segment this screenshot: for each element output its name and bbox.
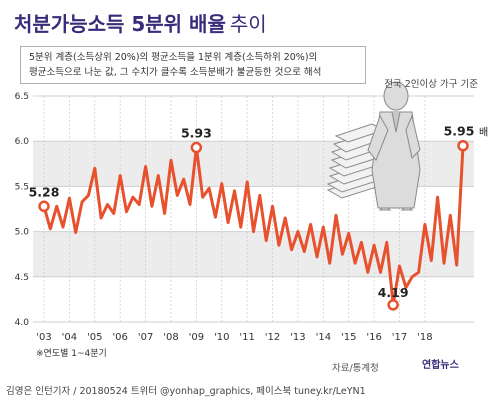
data-point-marker [38,200,50,213]
x-tick-label: '11 [239,332,254,343]
y-tick-label: 5.5 [15,182,29,192]
source-note: 자료/통계청 [332,363,379,374]
x-tick-label: '08 [163,332,178,343]
x-tick-label: '13 [290,332,305,343]
data-label-unit: 배 [479,127,488,139]
x-tick-label: '15 [341,332,356,343]
data-point-marker [457,139,469,152]
x-tick-label: '18 [417,332,432,343]
data-label: 4.19 [378,285,409,300]
data-label: 5.28 [29,184,60,199]
data-point-marker [190,141,203,154]
x-tick-label: '09 [189,332,204,343]
y-tick-label: 6.5 [15,92,29,102]
y-tick-label: 5.0 [15,228,30,238]
x-tick-label: '03 [36,332,51,343]
x-tick-label: '10 [214,332,229,343]
x-tick-label: '14 [316,332,331,343]
y-tick-label: 4.0 [15,318,30,328]
y-tick-label: 4.5 [15,273,29,283]
x-tick-label: '06 [112,332,127,343]
grid-band [33,231,474,277]
x-tick-label: '07 [138,332,153,343]
description-line-1: 5분위 계층(소득상위 20%)의 평균소득을 1분위 계층(소득하위 20%)… [29,52,318,63]
description-line-2: 평균소득으로 나눈 값, 그 수치가 클수록 소득분배가 불균등한 것으로 해석 [29,67,322,78]
man-with-papers-illustration [326,81,421,211]
line-chart: '03 '04 '05 '06 '07 '08 '09 '10 '11 '12 '13 '14 '15 '… [15,81,488,359]
description-box: 5분위 계층(소득상위 20%)의 평균소득을 1분위 계층(소득하위 20%)… [20,46,366,84]
footnote: ※연도별 1~4분기 [36,348,107,359]
data-label: 5.93 [181,126,212,141]
x-tick-label: '04 [62,332,77,343]
data-point-marker [387,299,399,311]
basis-note: 전국 2인이상 가구 기준 [384,79,478,90]
x-tick-label: '12 [265,332,280,343]
data-label: 5.95 [444,124,475,139]
x-tick-label: '05 [87,332,102,343]
yonhap-logo: 연합뉴스 [422,360,459,371]
title-suffix: 추이 [229,12,267,36]
x-tick-label: '17 [392,332,407,343]
chart-title: 처분가능소득 5분위 배율 추이 [14,8,267,37]
x-tick-label: '16 [366,332,381,343]
y-tick-label: 6.0 [15,137,30,147]
footer-credit: 김영은 인턴기자 / 20180524 트위터 @yonhap_graphics… [6,386,366,397]
title-main: 처분가능소득 5분위 배율 [14,12,226,36]
